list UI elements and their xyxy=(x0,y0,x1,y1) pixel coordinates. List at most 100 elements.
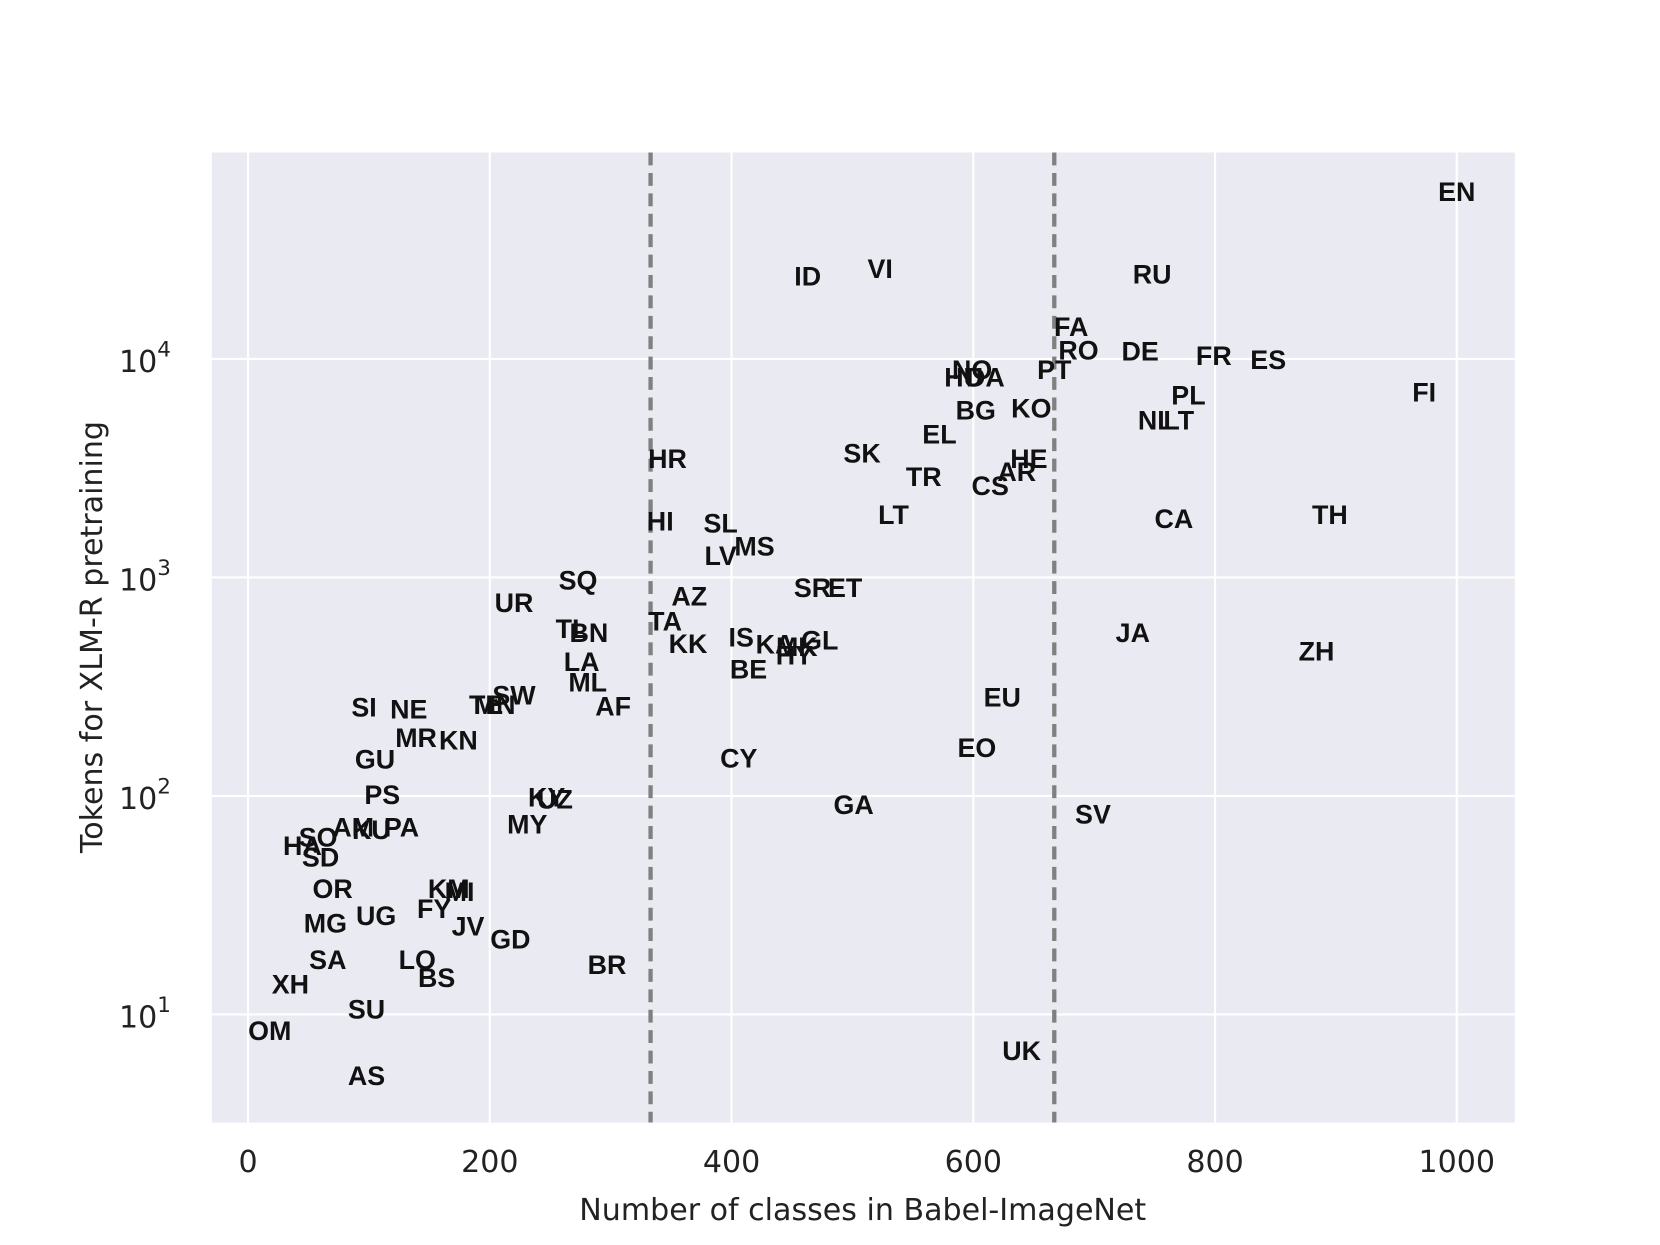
point-label: KO xyxy=(1011,394,1051,424)
point-label: KM xyxy=(428,874,470,904)
point-label: GL xyxy=(801,626,838,656)
point-label: MN xyxy=(474,690,516,720)
point-label: TR xyxy=(906,462,942,492)
point-label: TH xyxy=(1312,500,1348,530)
point-label: XH xyxy=(272,970,309,1000)
point-label: MY xyxy=(507,809,547,839)
point-label: BG xyxy=(956,396,996,426)
point-label: GA xyxy=(833,790,873,820)
point-label: HA xyxy=(283,831,322,861)
point-label: SI xyxy=(351,692,376,722)
point-label: MG xyxy=(304,908,347,938)
point-label: KK xyxy=(669,629,708,659)
point-label: SK xyxy=(843,439,881,469)
point-label: LT xyxy=(1163,405,1194,435)
point-label: NL xyxy=(1138,405,1174,435)
point-label: DE xyxy=(1121,336,1158,366)
point-label: CS xyxy=(972,471,1009,501)
y-tick-label: 104 xyxy=(119,337,171,379)
point-label: GU xyxy=(355,744,395,774)
point-label: OM xyxy=(248,1016,291,1046)
point-label: VI xyxy=(868,254,893,284)
x-tick-label: 400 xyxy=(703,1145,760,1180)
point-label: SQ xyxy=(559,565,598,595)
point-label: KU xyxy=(352,815,391,845)
point-label: EO xyxy=(958,733,997,763)
point-label: KY xyxy=(528,782,565,812)
point-label: LT xyxy=(878,500,909,530)
point-label: SR xyxy=(794,573,831,603)
point-label: KA xyxy=(756,630,795,660)
point-label: LO xyxy=(399,945,436,975)
point-label: ZH xyxy=(1299,636,1335,666)
plot-area xyxy=(211,152,1515,1123)
point-label: BE xyxy=(730,655,767,685)
point-label: UZ xyxy=(537,785,573,815)
point-label: SD xyxy=(302,843,339,873)
x-tick-label: 0 xyxy=(238,1145,257,1180)
point-label: RO xyxy=(1058,336,1098,366)
point-label: JA xyxy=(1116,618,1150,648)
y-tick-label: 101 xyxy=(119,993,171,1035)
y-tick-label: 103 xyxy=(119,556,171,598)
point-label: HE xyxy=(1010,444,1047,474)
point-label: LV xyxy=(705,541,737,571)
point-label: RU xyxy=(1133,259,1172,289)
point-label: GD xyxy=(490,924,530,954)
x-tick-label: 200 xyxy=(461,1145,518,1180)
x-tick-label: 1000 xyxy=(1419,1145,1496,1180)
point-label: HR xyxy=(648,444,687,474)
point-label: TE xyxy=(469,690,503,720)
point-label: JV xyxy=(452,911,485,941)
point-label: EU xyxy=(984,683,1021,713)
point-label: PA xyxy=(384,813,419,843)
point-label: FR xyxy=(1196,341,1232,371)
point-label: LA xyxy=(564,647,600,677)
point-label: ID xyxy=(794,261,821,291)
point-label: CY xyxy=(720,744,757,774)
point-label: HI xyxy=(647,506,674,536)
point-label: UK xyxy=(1002,1036,1041,1066)
x-tick-label: 600 xyxy=(945,1145,1002,1180)
x-axis-label: Number of classes in Babel-ImageNet xyxy=(579,1193,1146,1228)
point-label: EL xyxy=(922,419,956,449)
point-label: UG xyxy=(356,901,396,931)
point-label: OR xyxy=(313,874,353,904)
point-label: ES xyxy=(1250,345,1286,375)
point-label: CA xyxy=(1155,504,1194,534)
point-label: SU xyxy=(348,995,385,1025)
x-tick-label: 800 xyxy=(1186,1145,1243,1180)
point-label: AF xyxy=(595,691,631,721)
point-label: UR xyxy=(495,588,534,618)
point-label: MI xyxy=(445,877,475,907)
point-label: IS xyxy=(729,622,754,652)
point-label: NO xyxy=(952,355,992,385)
y-axis-label: Tokens for XLM-R pretraining xyxy=(75,421,110,854)
point-label: AM xyxy=(332,813,374,843)
point-label: AZ xyxy=(671,582,707,612)
point-label: FY xyxy=(417,894,451,924)
point-label: PL xyxy=(1171,381,1205,411)
point-label: ET xyxy=(828,573,863,603)
point-label: SV xyxy=(1075,800,1111,830)
point-label: TL xyxy=(556,614,589,644)
point-label: EN xyxy=(1438,177,1475,207)
point-label: SL xyxy=(704,508,738,538)
point-label: AS xyxy=(348,1061,385,1091)
point-label: ML xyxy=(568,667,607,697)
point-label: BS xyxy=(418,963,455,993)
point-label: BN xyxy=(570,618,609,648)
point-label: KN xyxy=(439,725,478,755)
y-tick-label: 102 xyxy=(119,774,171,816)
point-label: DA xyxy=(966,362,1005,392)
point-label: MK xyxy=(776,632,818,662)
point-label: FI xyxy=(1412,377,1436,407)
point-label: BR xyxy=(588,950,627,980)
point-label: SO xyxy=(299,822,338,852)
point-label: HU xyxy=(944,362,983,392)
point-label: TA xyxy=(648,606,682,636)
point-label: AR xyxy=(997,457,1036,487)
point-label: MS xyxy=(734,531,774,561)
